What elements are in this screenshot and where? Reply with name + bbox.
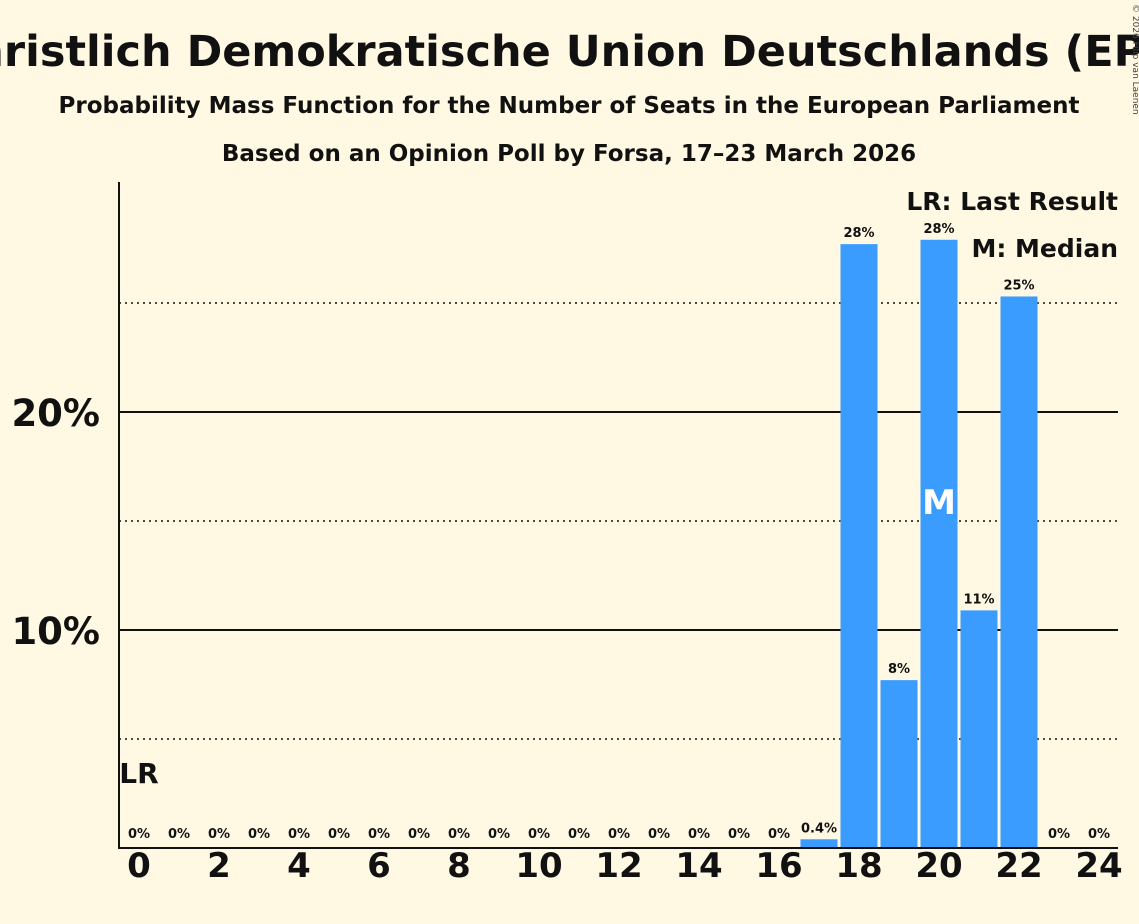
bar-value-label: 0% [328,827,350,842]
copyright: © 2026 Filip van Laenen [1130,4,1139,115]
x-tick-label: 6 [367,846,391,886]
bar-value-label: 0% [608,827,630,842]
legend-median: M: Median [971,234,1118,263]
bar [960,610,998,848]
bar-value-label: 0% [648,827,670,842]
bar-value-label: 0% [168,827,190,842]
bar-value-label: 0% [688,827,710,842]
bar-value-label: 0.4% [801,821,837,836]
bar-value-label: 0% [408,827,430,842]
y-tick-label: 20% [11,392,100,435]
bar-value-label: 0% [528,827,550,842]
x-tick-label: 14 [675,846,722,886]
bar-value-label: 0% [1048,827,1070,842]
bar-value-label: 0% [568,827,590,842]
x-tick-label: 16 [755,846,802,886]
x-tick-label: 12 [595,846,642,886]
bar-value-label: 0% [488,827,510,842]
axes: 10%20%0 2 4 6 8 10 12 14 16 18 20 22 24 [11,182,1123,886]
x-tick-label: 18 [835,846,882,886]
bar-value-label: 0% [448,827,470,842]
bar-value-label: 0% [128,827,150,842]
bar-value-label: 0% [248,827,270,842]
x-tick-label: 8 [447,846,471,886]
bar [880,680,918,848]
bar-value-label: 0% [208,827,230,842]
bar-value-label: 0% [1088,827,1110,842]
x-tick-label: 10 [515,846,562,886]
chart-subtitle-2: Based on an Opinion Poll by Forsa, 17–23… [222,141,916,167]
legend-last-result: LR: Last Result [906,187,1118,216]
last-result-marker: LR [119,757,158,790]
x-tick-label: 22 [995,846,1042,886]
bar [1000,296,1038,849]
bar-value-label: 11% [963,592,994,607]
x-tick-label: 4 [287,846,311,886]
bar-value-label: 0% [288,827,310,842]
x-tick-label: 20 [915,846,962,886]
x-tick-label: 24 [1075,846,1122,886]
x-tick-label: 2 [207,846,231,886]
bars: 0% LR 0% 0% 0% 0% 0% 0% 0% 0% 0% 0% 0% 0% 0% 0% 0% 0% 0.4%… [119,222,1110,849]
bar [800,839,838,848]
bar-value-label: 28% [843,226,874,241]
bar-value-label: 0% [768,827,790,842]
bar [920,239,958,848]
bar [840,244,878,848]
median-marker: M [922,483,956,523]
bar-value-label: 28% [923,222,954,237]
chart-subtitle: Probability Mass Function for the Number… [59,93,1080,119]
bar-value-label: 0% [728,827,750,842]
bar-value-label: 8% [888,662,910,677]
chart-title: Christlich Demokratische Union Deutschla… [0,27,1139,77]
x-tick-label: 0 [127,846,151,886]
bar-value-label: 25% [1003,278,1034,293]
y-tick-label: 10% [11,610,100,653]
bar-value-label: 0% [368,827,390,842]
